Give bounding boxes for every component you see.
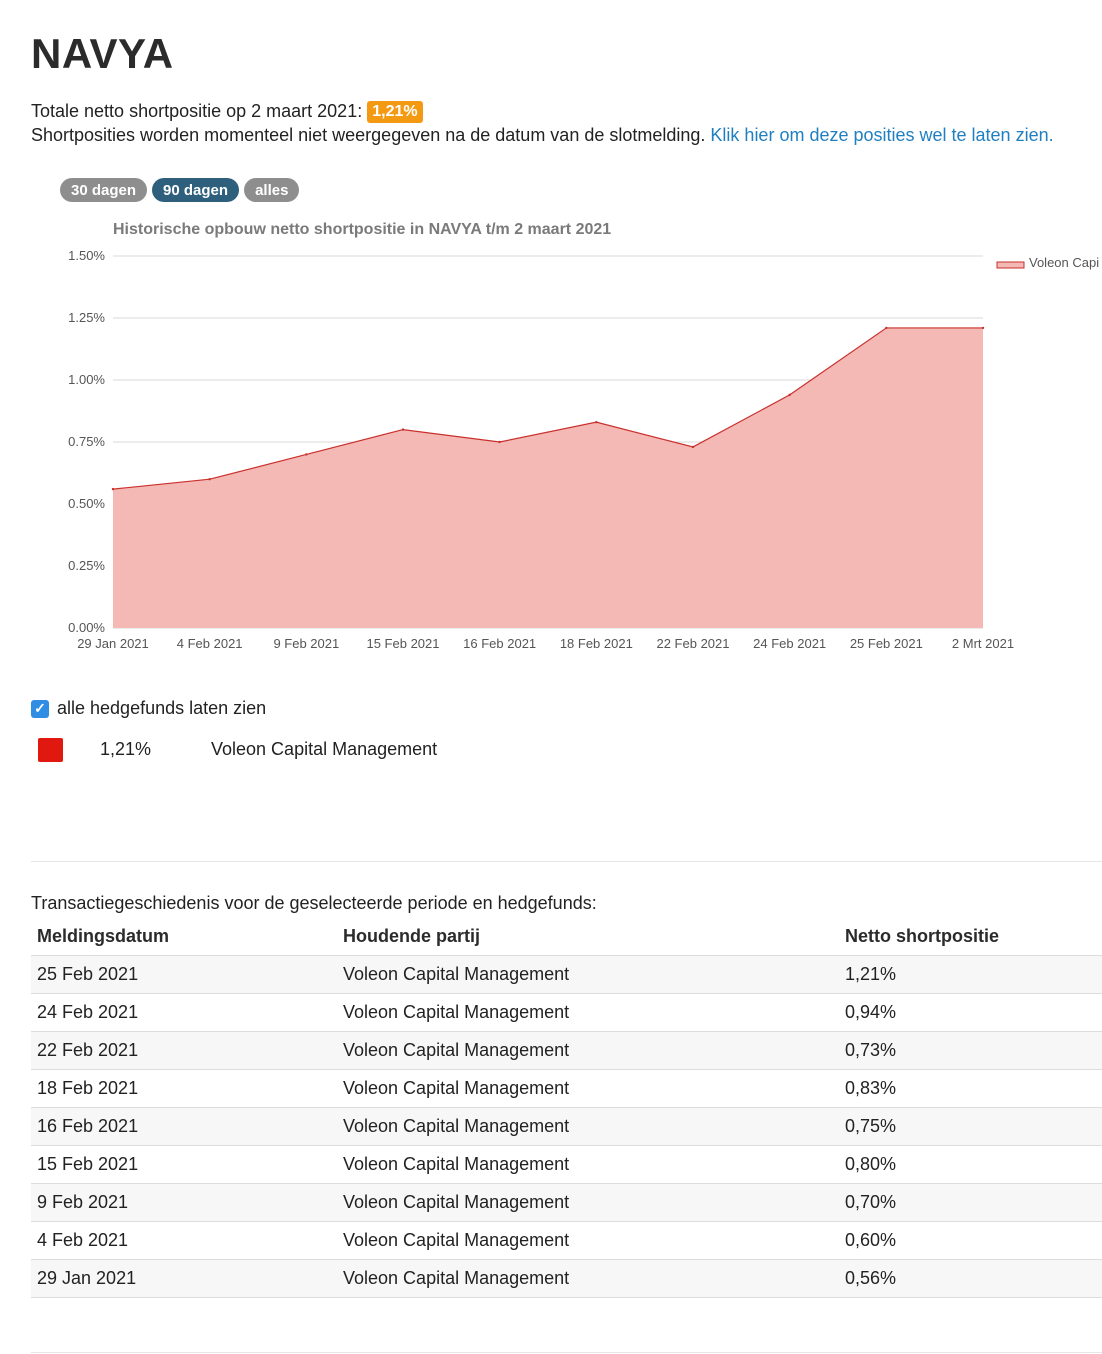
notice-text: Shortposities worden momenteel niet weer…: [31, 125, 706, 145]
x-tick-label: 18 Feb 2021: [560, 636, 633, 651]
table-row: 9 Feb 2021 Voleon Capital Management 0,70%: [31, 1183, 1102, 1222]
cell-date: 29 Jan 2021: [31, 1259, 337, 1298]
fund-name: Voleon Capital Management: [211, 739, 438, 759]
cell-position: 0,75%: [839, 1107, 1102, 1146]
data-point: [401, 428, 405, 431]
notice: Shortposities worden momenteel niet weer…: [31, 122, 1054, 148]
data-point: [981, 326, 985, 330]
cell-holder: Voleon Capital Management: [337, 1221, 839, 1260]
show-all-hedgefunds-label: alle hedgefunds laten zien: [57, 698, 267, 718]
x-tick-label: 25 Feb 2021: [850, 636, 923, 651]
cell-holder: Voleon Capital Management: [337, 1183, 839, 1222]
cell-date: 22 Feb 2021: [31, 1031, 337, 1070]
data-point: [208, 478, 211, 481]
data-point: [691, 445, 695, 449]
table-caption: Transactiegeschiedenis voor de geselecte…: [31, 893, 597, 913]
column-header-date: Meldingsdatum: [31, 918, 337, 956]
table-row: 16 Feb 2021 Voleon Capital Management 0,75…: [31, 1107, 1102, 1146]
page-title: NAVYA: [31, 30, 174, 77]
cell-position: 0,56%: [839, 1259, 1102, 1298]
x-tick-label: 22 Feb 2021: [656, 636, 729, 651]
cell-position: 0,83%: [839, 1069, 1102, 1108]
data-point: [788, 393, 791, 397]
data-point: [595, 420, 598, 424]
y-tick-label: 1.50%: [68, 248, 105, 263]
chart-legend[interactable]: Voleon Capi: [996, 255, 1099, 270]
range-all-button[interactable]: alles: [244, 178, 300, 202]
cell-date: 18 Feb 2021: [31, 1069, 337, 1108]
transaction-history-table: Meldingsdatum Houdende partij Netto shor…: [31, 918, 1102, 1298]
cell-position: 0,80%: [839, 1145, 1102, 1184]
data-point: [111, 487, 115, 491]
cell-position: 0,70%: [839, 1183, 1102, 1222]
y-tick-label: 0.75%: [68, 434, 105, 449]
y-tick-label: 1.25%: [68, 310, 105, 325]
x-tick-label: 29 Jan 2021: [77, 636, 149, 651]
cell-holder: Voleon Capital Management: [337, 955, 839, 994]
short-position-chart: Historische opbouw netto shortpositie in…: [68, 221, 1099, 651]
y-tick-label: 0.00%: [68, 620, 105, 635]
checkbox-checked-icon[interactable]: ✓: [31, 699, 49, 718]
section-divider: [31, 861, 1102, 862]
table-header-row: Meldingsdatum Houdende partij Netto shor…: [31, 918, 1102, 956]
column-header-holder: Houdende partij: [337, 918, 839, 956]
data-point: [885, 326, 888, 330]
cell-date: 15 Feb 2021: [31, 1145, 337, 1184]
fund-percentage: 1,21%: [100, 739, 152, 759]
cell-position: 1,21%: [839, 955, 1102, 994]
cell-date: 25 Feb 2021: [31, 955, 337, 994]
x-tick-label: 9 Feb 2021: [273, 636, 339, 651]
fund-list-item[interactable]: 1,21% Voleon Capital Management: [38, 736, 638, 764]
range-90-days-button[interactable]: 90 dagen: [152, 178, 240, 202]
table-row: 29 Jan 2021 Voleon Capital Management 0,56…: [31, 1259, 1102, 1298]
table-row: 18 Feb 2021 Voleon Capital Management 0,83…: [31, 1069, 1102, 1108]
chart-title: Historische opbouw netto shortpositie in…: [113, 221, 611, 238]
series-line: [112, 327, 983, 490]
cell-date: 4 Feb 2021: [31, 1221, 337, 1260]
show-positions-link[interactable]: Klik hier om deze posities wel te laten …: [710, 125, 1054, 145]
cell-date: 16 Feb 2021: [31, 1107, 337, 1146]
cell-holder: Voleon Capital Management: [337, 993, 839, 1032]
total-short-position-label: Totale netto shortpositie op 2 maart 202…: [31, 101, 363, 121]
range-selector: 30 dagen 90 dagen alles: [60, 178, 300, 202]
table-row: 24 Feb 2021 Voleon Capital Management 0,94…: [31, 993, 1102, 1032]
cell-position: 0,73%: [839, 1031, 1102, 1070]
bottom-divider: [31, 1352, 1102, 1353]
cell-position: 0,60%: [839, 1221, 1102, 1260]
x-tick-label: 16 Feb 2021: [463, 636, 536, 651]
data-point: [305, 453, 308, 456]
show-all-hedgefunds-toggle[interactable]: ✓ alle hedgefunds laten zien: [31, 698, 266, 719]
series-area: [113, 327, 983, 628]
y-tick-label: 0.50%: [68, 496, 105, 511]
range-30-days-button[interactable]: 30 dagen: [60, 178, 148, 202]
fund-color-swatch: [38, 738, 63, 762]
cell-holder: Voleon Capital Management: [337, 1031, 839, 1070]
table-row: 22 Feb 2021 Voleon Capital Management 0,73…: [31, 1031, 1102, 1070]
x-tick-label: 24 Feb 2021: [753, 636, 826, 651]
cell-holder: Voleon Capital Management: [337, 1107, 839, 1146]
cell-holder: Voleon Capital Management: [337, 1069, 839, 1108]
legend-label: Voleon Capi: [1029, 255, 1099, 270]
cell-date: 24 Feb 2021: [31, 993, 337, 1032]
x-tick-label: 4 Feb 2021: [177, 636, 243, 651]
cell-holder: Voleon Capital Management: [337, 1259, 839, 1298]
column-header-position: Netto shortpositie: [839, 918, 1102, 956]
data-point: [498, 440, 501, 444]
legend-swatch: [996, 261, 1025, 269]
x-tick-label: 2 Mrt 2021: [952, 636, 1014, 651]
cell-date: 9 Feb 2021: [31, 1183, 337, 1222]
x-tick-label: 15 Feb 2021: [366, 636, 439, 651]
total-short-position-badge: 1,21%: [367, 101, 423, 123]
table-row: 4 Feb 2021 Voleon Capital Management 0,60%: [31, 1221, 1102, 1260]
table-row: 15 Feb 2021 Voleon Capital Management 0,80…: [31, 1145, 1102, 1184]
total-short-position: Totale netto shortpositie op 2 maart 202…: [31, 98, 423, 124]
y-tick-label: 1.00%: [68, 372, 105, 387]
cell-position: 0,94%: [839, 993, 1102, 1032]
cell-holder: Voleon Capital Management: [337, 1145, 839, 1184]
y-tick-label: 0.25%: [68, 558, 105, 573]
table-row: 25 Feb 2021 Voleon Capital Management 1,21…: [31, 955, 1102, 994]
